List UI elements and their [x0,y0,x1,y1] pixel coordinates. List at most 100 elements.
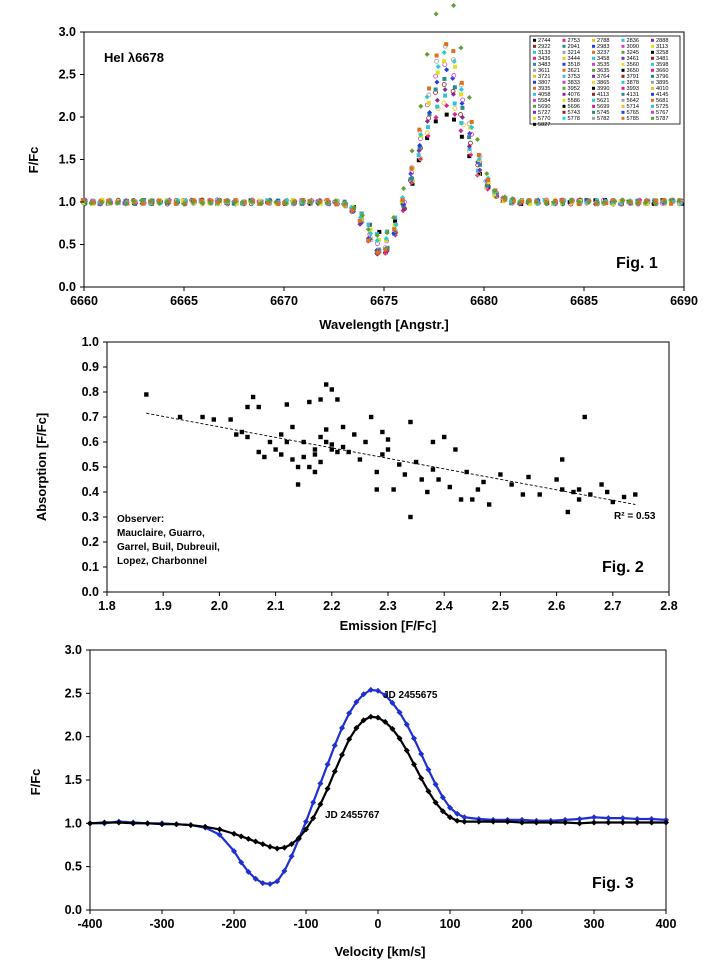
fig1-legend-marker [562,86,566,90]
fig1-legend-marker [533,38,536,42]
fig1-data-point [459,92,464,97]
fig3-data-point [382,692,389,699]
fig1-data-point [668,197,674,203]
fig1-data-point [308,200,314,206]
fig1-legend-entry: 3090 [627,44,639,50]
fig1-data-point [283,200,289,206]
fig1-legend-entry: 2836 [627,38,639,44]
fig2-data-point [453,447,458,452]
fig1-data-point [433,73,439,79]
fig1-legend-marker [651,104,654,108]
fig1-data-point [424,130,430,136]
fig1-data-point [435,64,441,70]
fig1-legend-entry: 3245 [627,50,639,56]
fig3-data-point [331,742,338,749]
fig3-data-point [346,710,353,717]
fig1-legend-entry: 5584 [538,98,550,104]
fig1-data-point [248,198,254,204]
fig3-data-point [382,718,389,725]
fig2-data-point [560,487,565,492]
fig2-data-point [458,497,464,502]
fig2-data-point [363,439,368,445]
fig1-data-point [106,198,111,203]
fig1-data-point [156,200,162,206]
fig2-data-point [290,457,295,462]
fig1-data-point [544,199,549,204]
fig2-data-point [323,439,329,445]
fig2-x-tick-label: 2.1 [267,599,284,613]
fig3-data-point [295,835,302,842]
fig2-data-point [425,489,430,495]
fig2-data-point [267,439,273,445]
fig1-data-point [426,92,432,98]
fig1-data-point [492,188,498,194]
fig1-legend-marker [562,98,566,102]
fig3-data-point [144,820,151,827]
fig3-data-point [274,845,281,852]
fig1-legend-marker [621,38,625,42]
fig2-data-point [273,447,278,452]
fig3-data-point [490,818,497,825]
fig1-legend-entry: 3133 [538,50,550,56]
fig2-y-tick-label: 0.3 [82,510,99,524]
fig3-y-tick-label: 0.5 [65,860,82,874]
fig1-data-point [393,218,398,223]
fig2-data-point [323,382,329,387]
fig3-data-point [562,819,569,826]
fig1-data-point [468,140,473,146]
fig2-trendline [146,412,636,505]
fig1-legend-marker [592,110,595,114]
fig2-data-point [397,462,402,467]
fig1-legend-marker [651,92,654,96]
fig2-data-point [245,404,250,410]
fig1-data-point [452,105,458,111]
fig2-data-point [442,434,447,440]
fig2-data-point [526,474,531,480]
fig1-data-point [80,198,85,203]
fig1-data-point [384,230,390,236]
fig1-data-point [653,201,659,207]
fig1-data-point [459,120,464,125]
fig3-y-axis-label: F/Fc [28,769,43,796]
fig2-data-point [239,429,245,435]
fig2-data-point [385,437,391,442]
fig3-data-point [324,761,331,768]
fig1-data-point [418,103,424,109]
fig1-legend-marker [562,44,566,48]
fig1-data-point [486,180,491,185]
fig2-data-point [329,447,334,452]
fig2-data-point [374,487,379,492]
fig3-series-label-black: JD 2455767 [325,810,380,821]
fig1-legend-entry: 5681 [656,98,668,104]
fig1-data-point [451,117,456,122]
fig2-plot-area [106,341,670,593]
fig1-legend-marker [592,116,595,120]
fig1-data-point [266,200,271,205]
fig3-data-point [447,804,453,811]
fig2-data-point [346,449,351,455]
fig1-legend-marker [621,74,625,78]
fig1-legend-entry: 5770 [538,116,550,122]
fig3-y-ticks: 0.0 0.5 1.0 1.5 2.0 2.5 3.0 [65,643,90,917]
fig1-data-point [643,200,649,206]
fig3-data-point [238,859,245,866]
fig1-data-point [452,111,458,117]
fig1-data-point [560,200,566,206]
fig1-data-point [343,200,349,206]
fig3-data-point [389,699,396,706]
fig1-x-tick-label: 6680 [470,294,498,308]
fig1-data-point [442,76,447,81]
fig1-data-point [82,198,88,204]
fig3-data-point [375,687,381,694]
fig1-data-point [273,199,279,205]
fig1-legend-entry: 3458 [597,56,609,62]
fig1-data-point [575,198,581,204]
fig1-data-point [401,185,407,191]
fig1-data-point [475,168,480,173]
fig1-data-point [392,227,397,232]
fig1-data-point [450,75,456,81]
fig1-legend-marker [592,56,595,60]
fig2-data-point [565,509,571,515]
fig1-data-point [368,230,374,236]
fig1-legend-marker [651,44,654,48]
